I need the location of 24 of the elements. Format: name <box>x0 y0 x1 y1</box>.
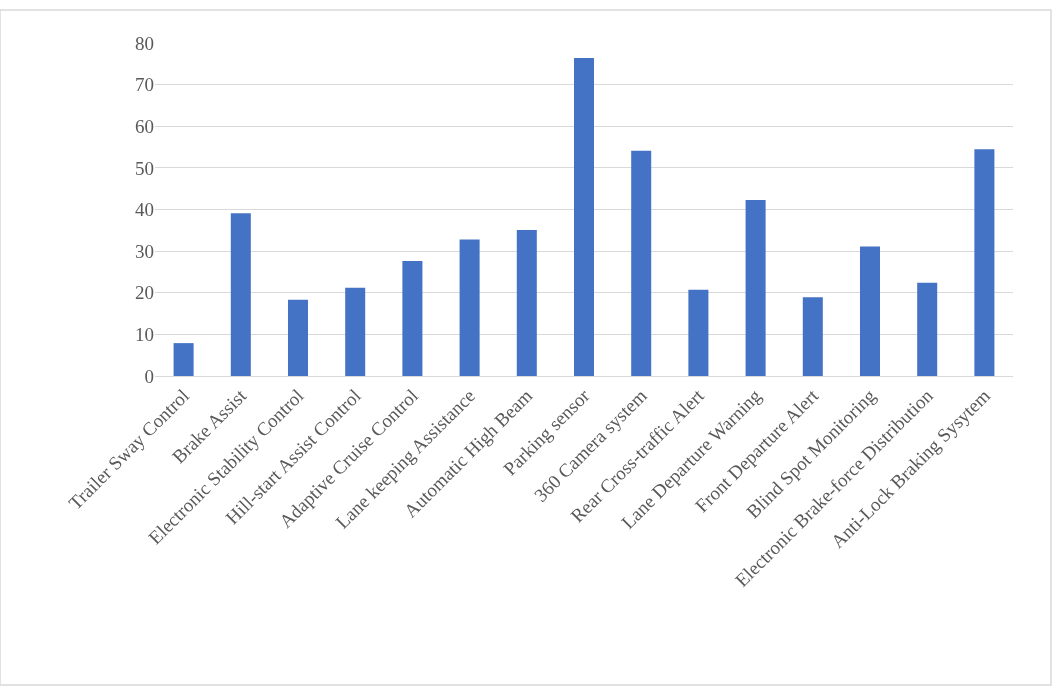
bar <box>917 282 938 376</box>
bar <box>287 299 309 376</box>
bar <box>859 246 881 376</box>
y-tick-label: 70 <box>135 74 154 96</box>
y-tick-label: 30 <box>135 240 154 262</box>
bar <box>974 149 995 376</box>
bar <box>230 213 251 376</box>
bar <box>173 343 194 376</box>
y-tick-label: 10 <box>135 324 154 346</box>
bar <box>802 297 823 376</box>
bar <box>459 239 480 376</box>
bar <box>402 261 423 376</box>
y-tick-label: 20 <box>135 282 154 304</box>
bar <box>516 229 537 376</box>
bar <box>745 199 766 376</box>
y-tick-label: 80 <box>135 32 154 54</box>
bar <box>688 289 709 376</box>
bar <box>573 57 595 376</box>
bar <box>631 150 652 376</box>
y-tick-label: 40 <box>135 199 154 221</box>
y-tick-label: 60 <box>135 115 154 137</box>
bar <box>345 287 366 376</box>
y-tick-label: 0 <box>144 365 154 387</box>
y-tick-label: 50 <box>135 157 154 179</box>
